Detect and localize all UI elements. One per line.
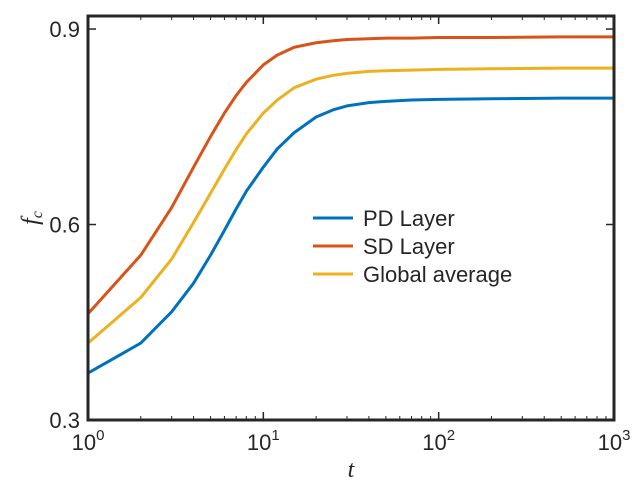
x-tick-label-base: 10 bbox=[247, 430, 271, 455]
legend-label-sd-layer: SD Layer bbox=[363, 234, 455, 259]
series-layer bbox=[86, 35, 614, 375]
x-tick-label-exponent: 3 bbox=[622, 427, 630, 444]
x-tick-label-base: 10 bbox=[598, 430, 622, 455]
series-line-global-average bbox=[87, 66, 614, 345]
y-axis-label: fc bbox=[18, 211, 46, 225]
x-tick-label-base: 10 bbox=[422, 430, 446, 455]
series-line-pd-layer bbox=[87, 96, 614, 375]
x-tick-label-exponent: 1 bbox=[271, 427, 279, 444]
x-axis-label: t bbox=[348, 457, 356, 482]
y-axis-label-text: f bbox=[18, 215, 44, 225]
legend-label-pd-layer: PD Layer bbox=[363, 206, 455, 231]
x-tick-label: 101 bbox=[247, 427, 280, 455]
y-axis-label-subscript: c bbox=[29, 211, 46, 218]
legend-label-global-average: Global average bbox=[363, 262, 512, 287]
y-tick-label: 0.6 bbox=[49, 213, 80, 238]
tick-layer bbox=[87, 16, 615, 421]
series-line-sd-layer bbox=[86, 35, 614, 315]
y-tick-label: 0.9 bbox=[49, 17, 80, 42]
x-tick-label-exponent: 2 bbox=[447, 427, 455, 444]
y-tick-label: 0.3 bbox=[49, 408, 80, 433]
x-tick-label-base: 10 bbox=[72, 430, 96, 455]
x-tick-label-exponent: 0 bbox=[96, 427, 104, 444]
legend: PD Layer SD Layer Global average bbox=[313, 206, 512, 287]
x-tick-label: 102 bbox=[422, 427, 455, 455]
x-axis-label-text: t bbox=[348, 457, 356, 482]
x-tick-label: 100 bbox=[72, 427, 105, 455]
plot-frame bbox=[86, 14, 616, 422]
x-tick-label: 103 bbox=[598, 427, 631, 455]
